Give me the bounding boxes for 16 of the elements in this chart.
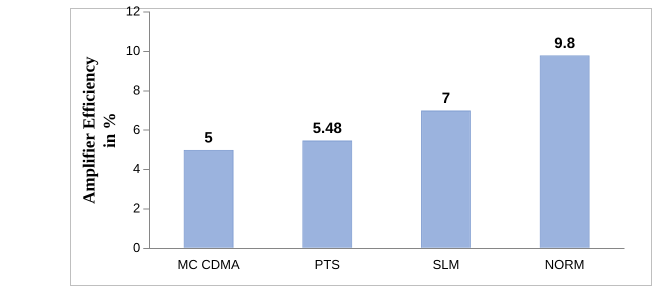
data-label: 9.8: [554, 34, 576, 52]
data-label: 7: [442, 90, 450, 108]
y-tick-label: 6: [133, 122, 140, 137]
x-tick-label: NORM: [544, 256, 585, 272]
y-axis-title: Amplifier Efficiency in %: [80, 56, 119, 204]
y-tick-label: 10: [126, 42, 140, 58]
data-label: 5.48: [312, 120, 342, 138]
y-tick-label: 8: [133, 82, 140, 98]
x-tick-label: PTS: [314, 256, 340, 272]
y-tick-label: 2: [133, 200, 140, 216]
x-tick-label: MC CDMA: [178, 256, 240, 272]
x-tick-label: SLM: [432, 256, 460, 272]
data-label: 5: [204, 130, 213, 147]
y-tick-label: 12: [126, 4, 140, 19]
y-tick-label: 4: [133, 161, 140, 176]
y-tick-label: 0: [133, 240, 140, 255]
